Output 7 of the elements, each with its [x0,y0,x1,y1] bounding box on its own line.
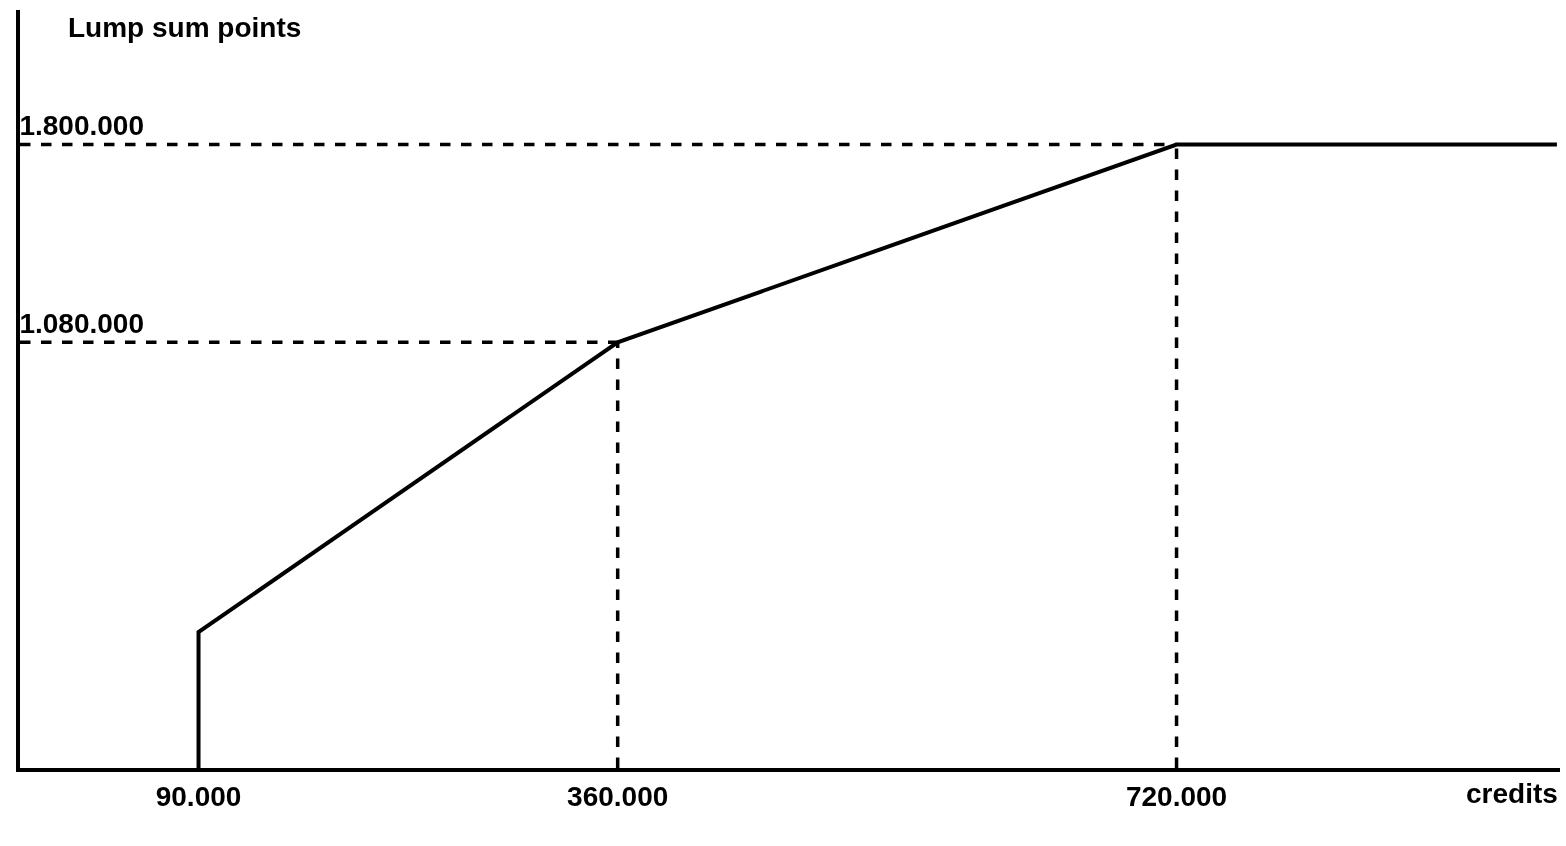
y-tick-label: 1.080.000 [19,307,144,339]
x-axis-title: credits [1466,778,1558,809]
x-tick-label: 90.000 [155,780,242,812]
x-tick-label: 360.000 [567,780,669,812]
x-tick-label: 720.000 [1125,780,1228,812]
y-tick-label: 1.800.000 [19,109,144,141]
y-axis-title: Lump sum points [68,12,302,43]
